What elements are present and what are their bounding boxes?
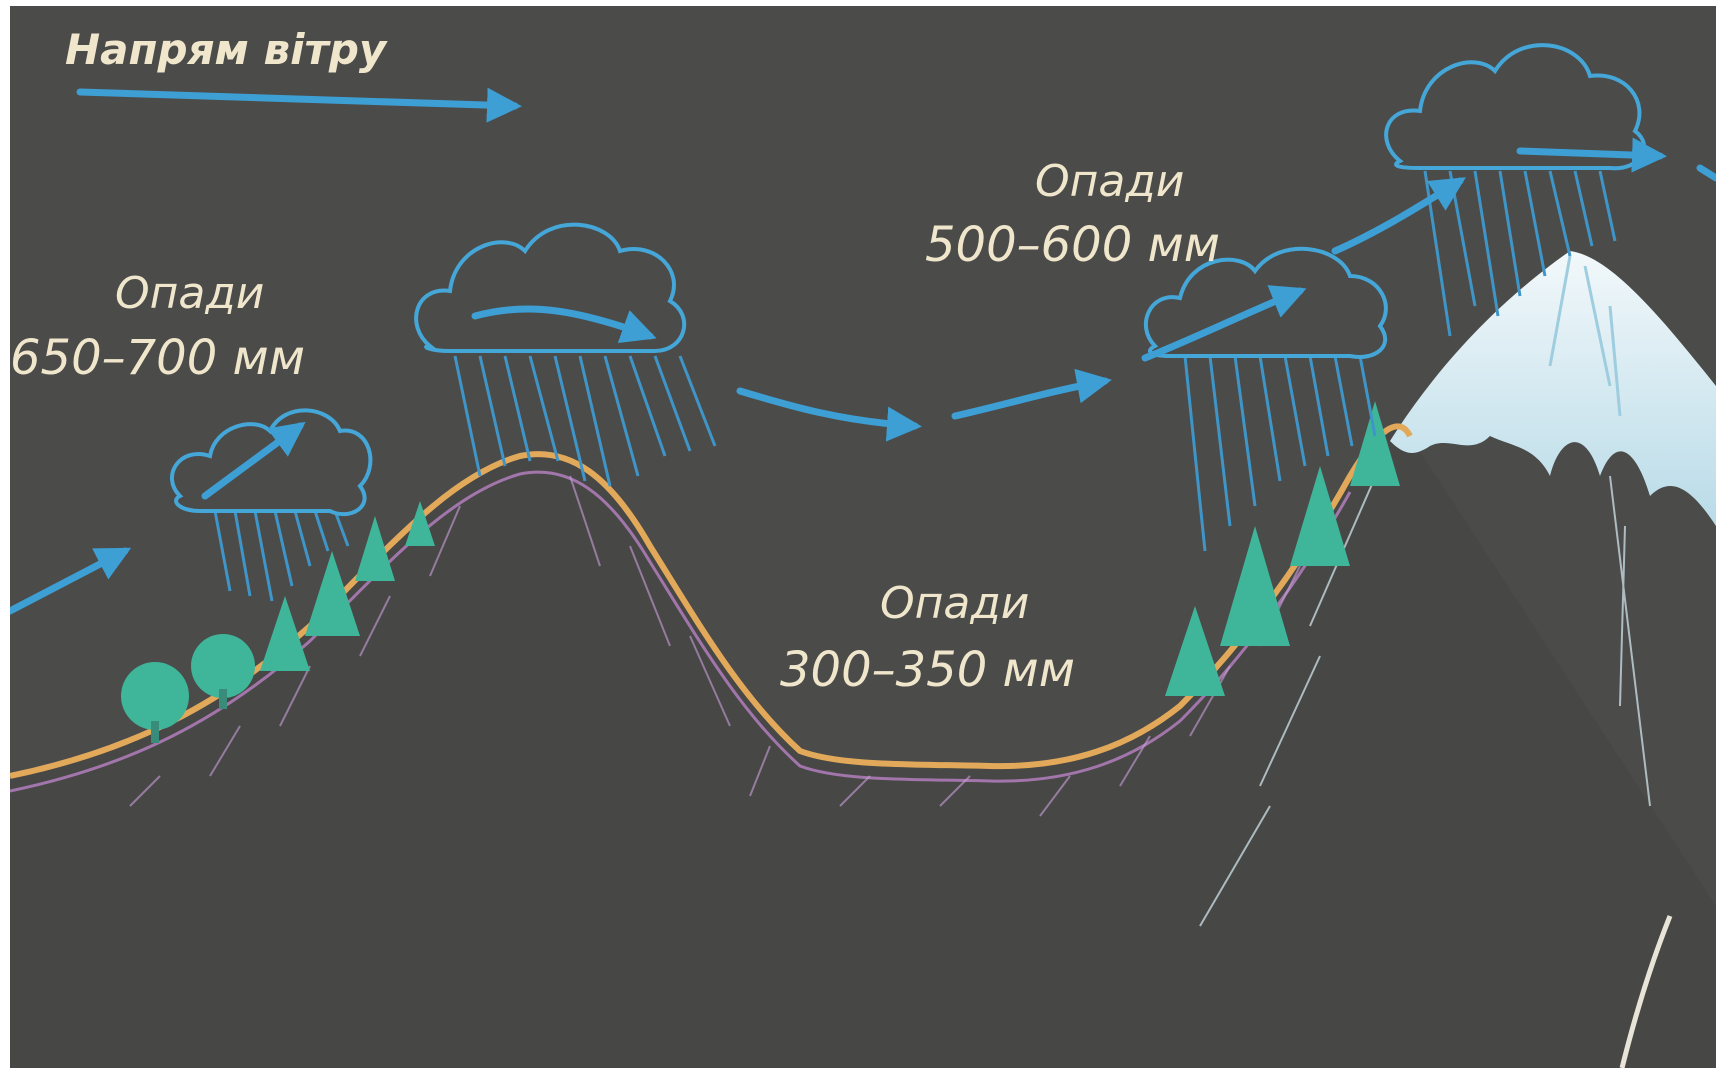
diagram-canvas: Напрям вітру Опади 650–700 мм Опади 300–… (6, 6, 1720, 1069)
wind-arrow-top-cloud (1516, 137, 1667, 173)
rain-right-cloud (1183, 355, 1377, 552)
wind-arrow-descent (736, 387, 922, 442)
wind-arrow-large-cloud (471, 305, 657, 344)
precip-label-title: Опади (1035, 156, 1184, 207)
precip-label-title: Опади (880, 578, 1029, 629)
cloud-top (1384, 43, 1647, 171)
precip-label-windward-hill: Опади 650–700 мм (10, 268, 305, 386)
wind-arrow-valley (951, 368, 1112, 420)
snow-cap (1390, 251, 1716, 526)
wind-direction-arrow (76, 87, 522, 123)
snow-streaks (1548, 255, 1622, 417)
deciduous-tree (191, 634, 255, 709)
wind-arrow-ascent (1331, 177, 1466, 255)
wind-arrow-exit (1696, 164, 1720, 182)
conifer-tree (1290, 466, 1350, 566)
conifer-tree (1165, 606, 1225, 696)
precip-label-amount: 300–350 мм (780, 642, 1075, 698)
wind-arrow-right-cloud (1141, 285, 1307, 362)
peak-slope-lines (1199, 465, 1651, 927)
precip-label-amount: 500–600 мм (925, 217, 1220, 273)
orographic-precipitation-diagram: Напрям вітру Опади 650–700 мм Опади 300–… (6, 6, 1720, 1069)
rain-top-cloud (1423, 170, 1617, 337)
conifer-tree (305, 551, 360, 636)
conifer-tree (355, 516, 395, 581)
precip-label-valley: Опади 300–350 мм (780, 578, 1075, 698)
precip-label-title: Опади (115, 268, 264, 319)
cloud-large (414, 222, 687, 353)
cloud-small (169, 408, 373, 517)
conifer-tree (260, 596, 310, 671)
precip-label-mountain: Опади 500–600 мм (925, 156, 1220, 273)
conifer-tree (1350, 401, 1400, 486)
terrain-ridge-shade (9, 470, 1352, 793)
wind-flow (6, 87, 1720, 615)
rain-small-cloud (213, 510, 350, 602)
wind-arrow-left-entry (6, 547, 132, 615)
deciduous-tree (121, 662, 189, 743)
conifer-tree (1220, 526, 1290, 646)
terrain-hatching (129, 475, 1301, 817)
wind-arrow-small-cloud (201, 421, 306, 500)
conifer-tree (405, 501, 435, 546)
lower-slope-streak (1619, 915, 1673, 1069)
forest (121, 401, 1400, 743)
precip-label-amount: 650–700 мм (10, 330, 305, 386)
wind-direction-label: Напрям вітру (65, 25, 388, 74)
rain-large-cloud (453, 355, 717, 487)
